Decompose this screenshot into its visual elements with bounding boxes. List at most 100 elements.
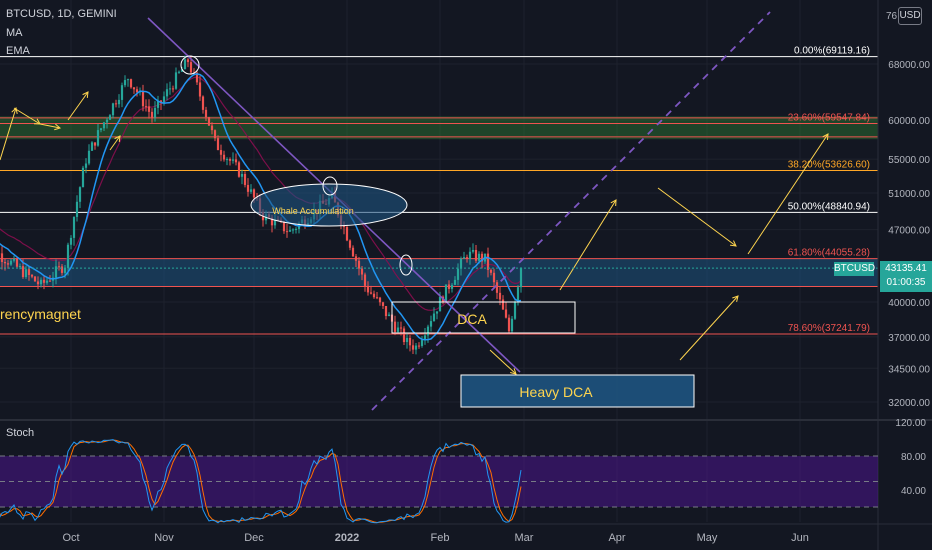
candle-body-126 <box>357 260 361 269</box>
y-tick-2: 55000.00 <box>888 155 930 166</box>
candle-body-73 <box>198 82 202 97</box>
candle-body-28 <box>63 267 67 273</box>
candle-body-79 <box>216 138 220 151</box>
candle-body-7 <box>0 253 4 262</box>
arrow-shaft-8 <box>679 295 739 361</box>
candle-body-55 <box>144 106 148 108</box>
candle-body-44 <box>111 103 115 116</box>
candle-body-42 <box>105 119 109 123</box>
arrow-shaft-2 <box>39 123 61 129</box>
candle-body-41 <box>102 122 106 129</box>
x-tick-0: Oct <box>62 532 79 544</box>
candle-body-10 <box>9 260 13 265</box>
candle-body-149 <box>426 326 430 336</box>
candle-body-59 <box>156 100 160 108</box>
candle-body-72 <box>195 72 199 83</box>
candle-body-170 <box>489 269 493 273</box>
arrow-head-3 <box>82 91 89 99</box>
candle-body-34 <box>81 167 85 188</box>
candle-body-26 <box>57 266 61 268</box>
candle-body-20 <box>39 279 43 285</box>
stoch-tick-1: 80.00 <box>901 452 926 463</box>
candle-body-91 <box>252 189 256 198</box>
candle-body-164 <box>471 249 475 252</box>
candle-body-15 <box>24 269 28 278</box>
candle-body-140 <box>399 327 403 329</box>
candle-body-172 <box>495 282 499 293</box>
y-tick-5: 40000.00 <box>888 298 930 309</box>
candle-body-30 <box>69 237 73 245</box>
candle-body-49 <box>126 79 130 81</box>
x-tick-4: Feb <box>431 532 450 544</box>
candle-body-167 <box>480 253 484 262</box>
candle-body-89 <box>246 184 250 192</box>
arrow-head-8 <box>732 295 739 302</box>
candle-body-150 <box>429 321 433 327</box>
arrow-shaft-0 <box>0 107 17 161</box>
candle-body-136 <box>387 314 391 317</box>
break-circle <box>399 254 413 276</box>
y-tick-7: 34500.00 <box>888 364 930 375</box>
stoch-tick-2: 40.00 <box>901 486 926 497</box>
whale-ellipse <box>250 183 408 227</box>
candle-body-128 <box>363 274 367 286</box>
candle-body-31 <box>72 216 76 238</box>
candle-body-39 <box>96 130 100 146</box>
candle-body-130 <box>369 292 373 294</box>
candle-body-85 <box>234 159 238 163</box>
candle-body-17 <box>30 274 34 277</box>
candle-body-101 <box>282 221 286 232</box>
y-tick-top: 76 <box>886 11 898 22</box>
candle-body-135 <box>384 305 388 317</box>
candle-body-74 <box>201 96 205 110</box>
x-tick-1: Nov <box>154 532 174 544</box>
dca-label: DCA <box>457 311 487 327</box>
fib-zone-blue <box>0 258 878 287</box>
fib-label-5: 78.60%(37241.79) <box>788 323 870 334</box>
candle-body-33 <box>78 187 82 202</box>
candle-body-21 <box>42 279 46 283</box>
candle-body-80 <box>219 150 223 155</box>
candle-body-50 <box>129 79 133 88</box>
bar-countdown: 01:00:35 <box>886 277 926 288</box>
candle-body-43 <box>108 115 112 120</box>
candle-body-90 <box>249 189 253 192</box>
candle-body-18 <box>33 276 37 282</box>
candle-body-60 <box>159 100 163 103</box>
arrow-shaft-7 <box>657 187 737 247</box>
candle-body-133 <box>378 297 382 303</box>
stoch-label[interactable]: Stoch <box>6 427 35 439</box>
x-tick-5: Mar <box>515 532 534 544</box>
y-tick-1: 60000.00 <box>888 116 930 127</box>
arrow-head-5 <box>510 368 517 375</box>
arrow-head-9 <box>822 133 829 141</box>
arrow-shaft-3 <box>67 91 89 121</box>
arrow-shaft-5 <box>489 349 517 375</box>
candle-body-158 <box>453 279 457 285</box>
candle-body-82 <box>225 159 229 161</box>
ma-indicator-label[interactable]: MA <box>6 27 23 39</box>
candle-body-144 <box>411 345 415 350</box>
candle-body-156 <box>447 284 451 289</box>
candle-body-129 <box>366 285 370 293</box>
ema-indicator-label[interactable]: EMA <box>6 45 30 57</box>
candle-body-171 <box>492 272 496 283</box>
candle-body-75 <box>204 109 208 118</box>
candle-body-14 <box>21 266 25 278</box>
candle-body-32 <box>75 201 79 217</box>
candle-body-51 <box>132 87 136 90</box>
candle-body-54 <box>141 91 145 107</box>
candle-body-27 <box>60 266 64 273</box>
fib-zone-green <box>0 116 878 140</box>
candle-body-25 <box>54 266 58 278</box>
candle-body-139 <box>396 327 400 332</box>
candle-body-11 <box>12 259 16 261</box>
candle-body-152 <box>435 311 439 314</box>
candle-body-45 <box>114 103 118 105</box>
candle-body-142 <box>405 337 409 343</box>
stoch-k-line <box>0 439 522 524</box>
candle-body-132 <box>375 297 379 299</box>
candle-body-67 <box>180 69 184 72</box>
candle-body-153 <box>438 296 442 312</box>
currency-button[interactable]: USD <box>898 7 922 25</box>
